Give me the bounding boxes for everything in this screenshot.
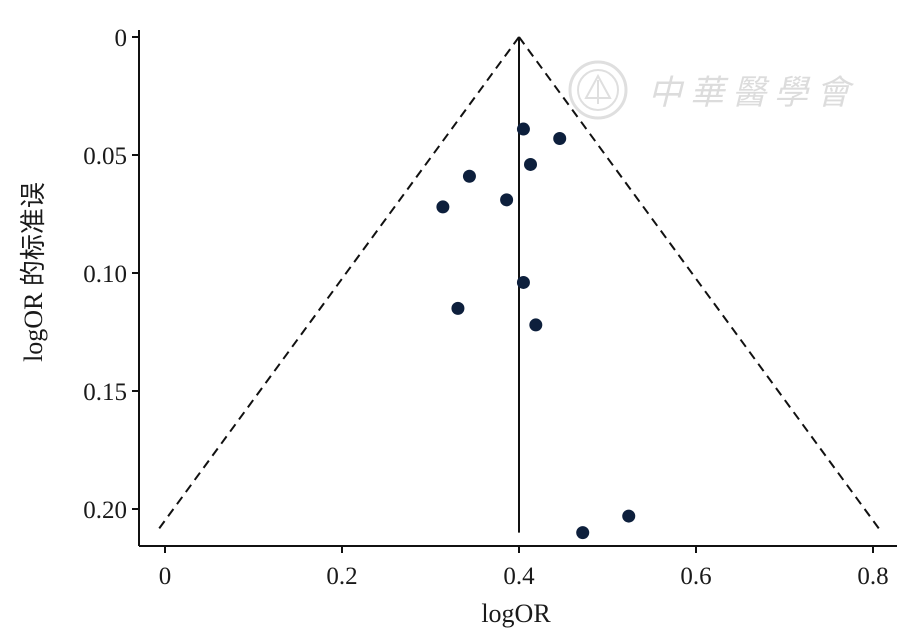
study-point: [500, 193, 514, 207]
x-tick-label: 0.6: [680, 563, 711, 590]
study-point: [516, 122, 530, 136]
study-point: [622, 509, 636, 523]
x-tick-label: 0.8: [857, 563, 888, 590]
y-axis-label: logOR 的标准误: [19, 182, 48, 362]
study-point: [462, 169, 476, 183]
study-point: [576, 526, 590, 540]
x-axis-ticks: 0 0.2 0.4 0.6 0.8: [159, 546, 889, 590]
study-point: [436, 200, 450, 214]
study-points: [436, 122, 636, 540]
y-tick-label: 0.20: [83, 497, 127, 524]
y-axis-ticks: 0 0.05 0.10 0.15 0.20: [83, 25, 139, 524]
study-point: [529, 318, 543, 332]
funnel-left-limit: [155, 36, 520, 534]
seal-icon: [568, 60, 628, 120]
funnel-right-limit: [518, 36, 883, 534]
y-tick-label: 0: [115, 25, 128, 52]
study-point: [553, 131, 567, 145]
x-tick-label: 0: [159, 563, 172, 590]
x-tick-label: 0.2: [326, 563, 357, 590]
y-tick-label: 0.05: [83, 143, 127, 170]
study-point: [516, 275, 530, 289]
y-tick-label: 0.10: [83, 261, 127, 288]
watermark: 中華醫學會: [568, 60, 858, 120]
funnel-limits: [155, 36, 883, 534]
x-tick-label: 0.4: [503, 563, 535, 590]
study-point: [451, 301, 465, 315]
y-tick-label: 0.15: [83, 379, 127, 406]
watermark-text: 中華醫學會: [648, 73, 858, 113]
study-point: [524, 157, 538, 171]
x-axis-label: logOR: [481, 599, 551, 628]
